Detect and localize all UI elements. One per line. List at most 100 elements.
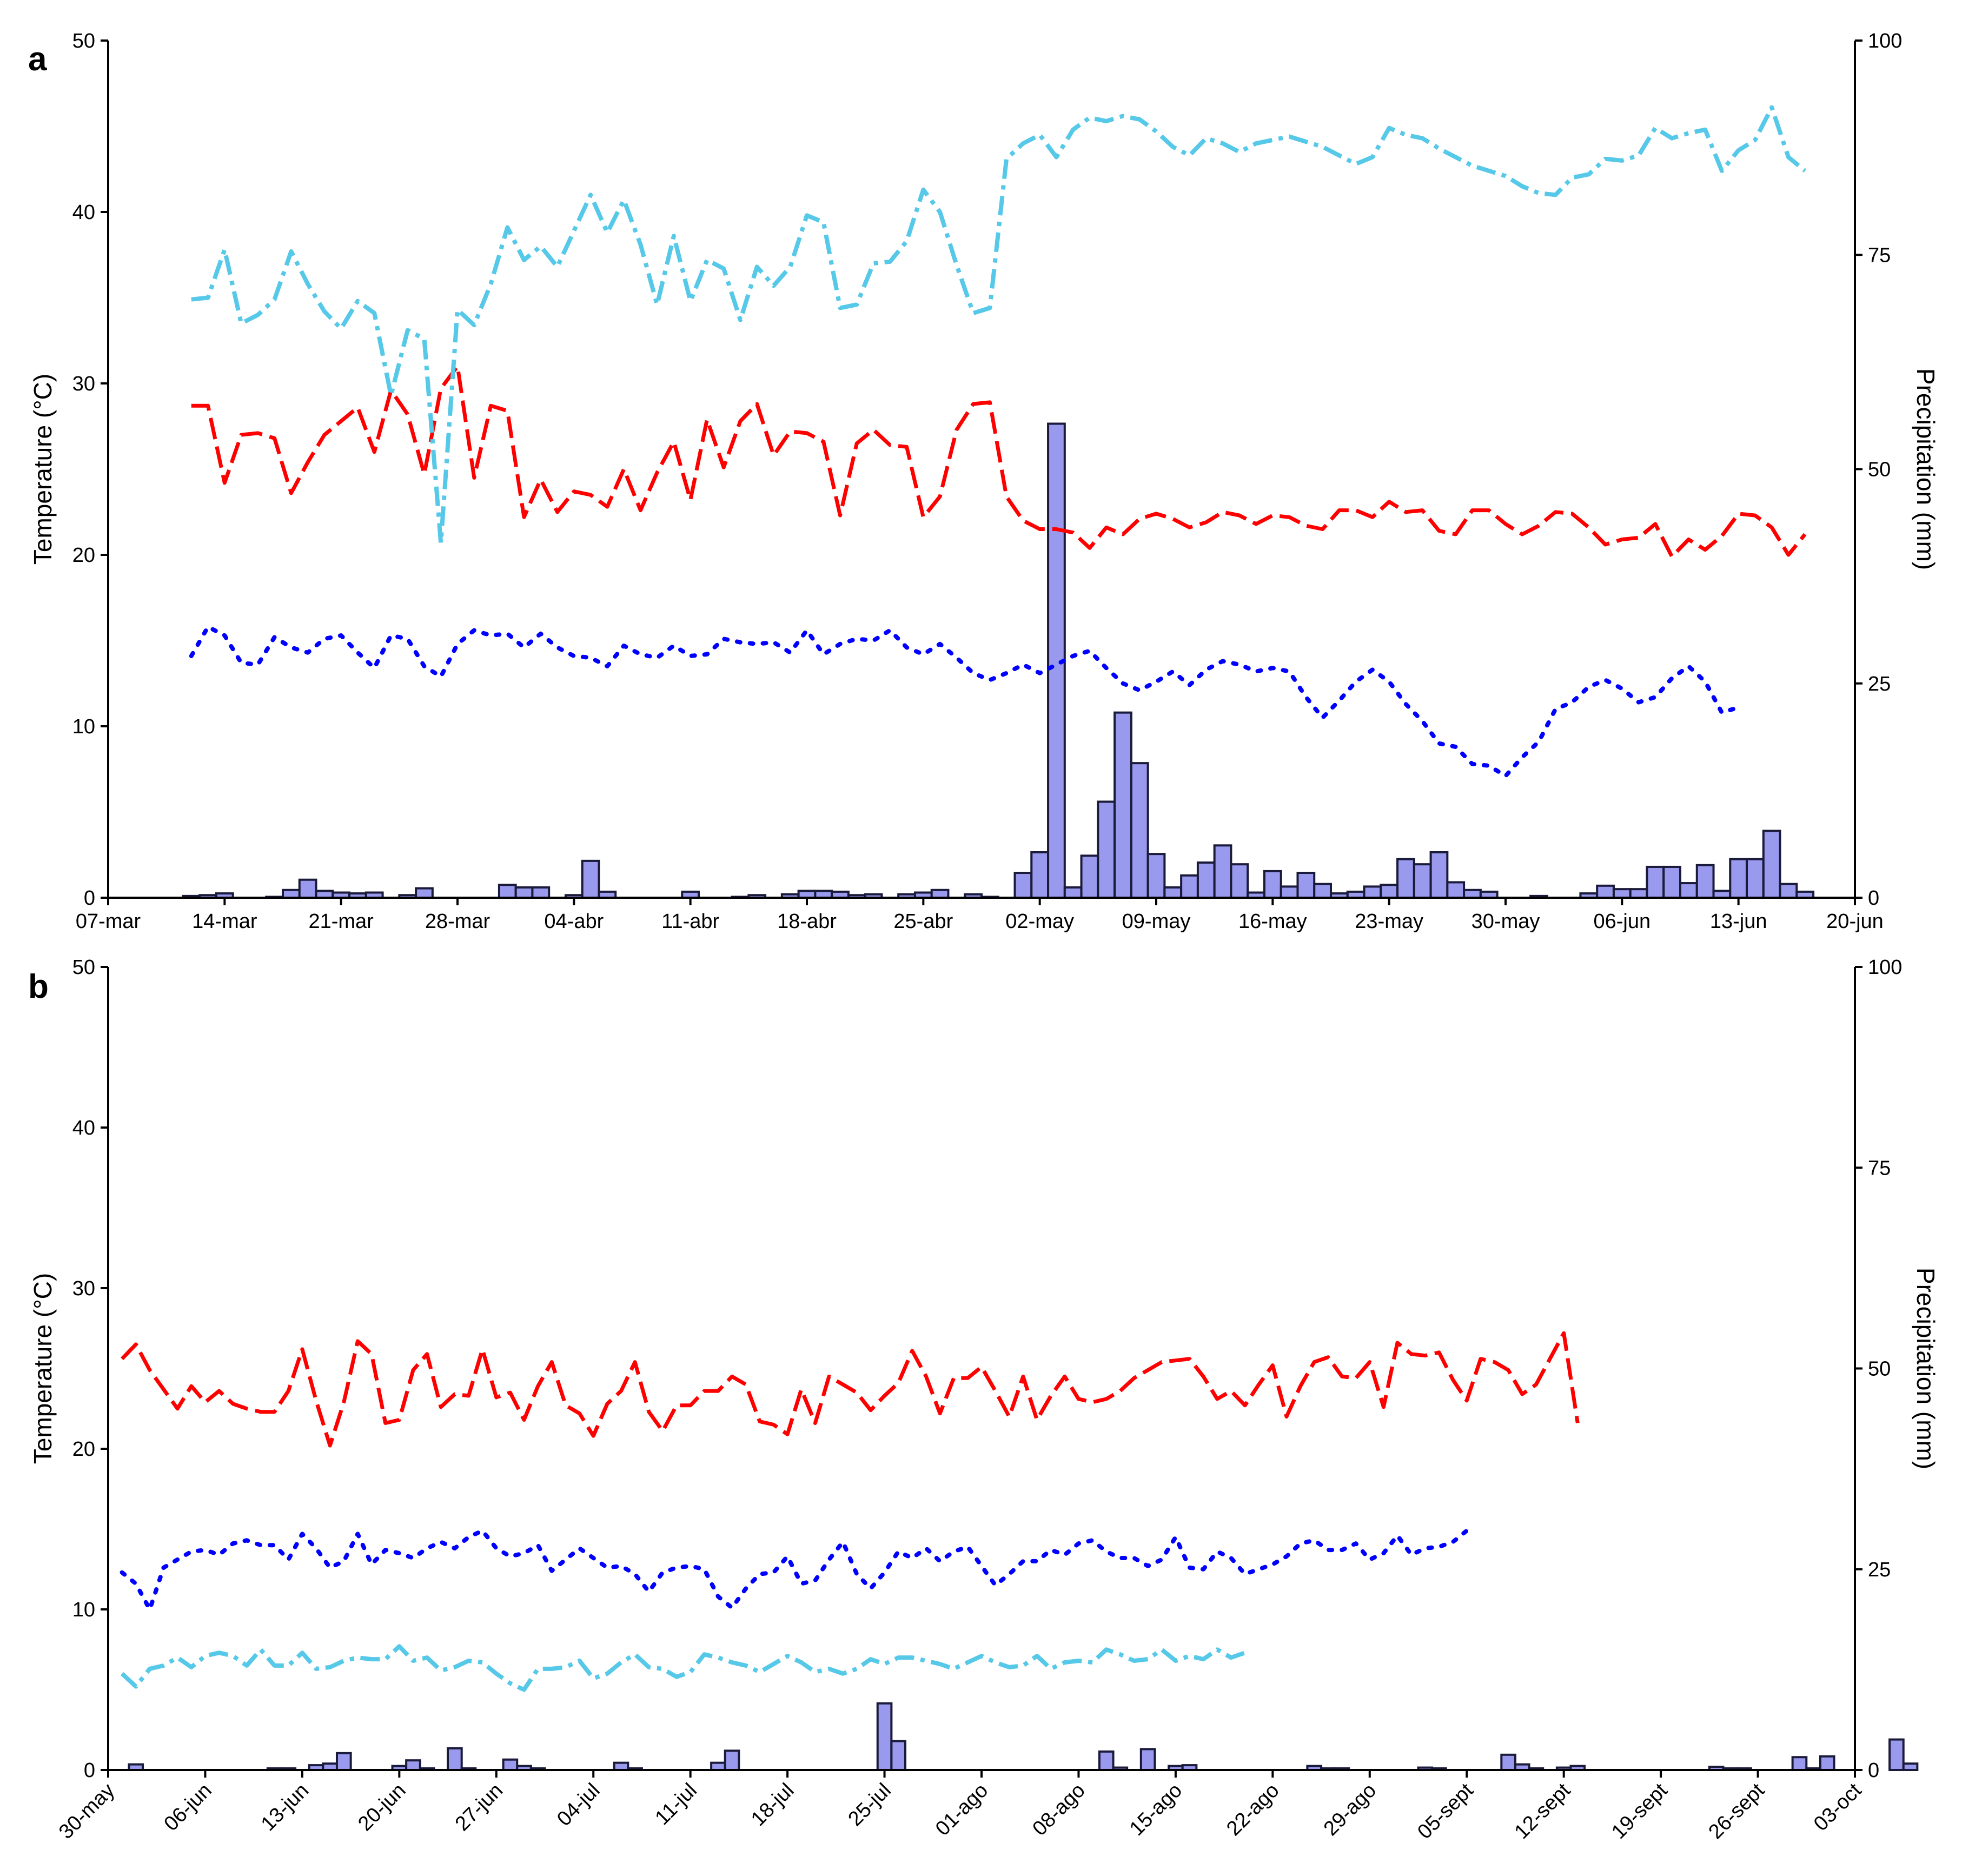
y-right-tick-label: 50: [1868, 1358, 1891, 1381]
precip-bar: [498, 884, 517, 899]
series-line-rh_or_other: [191, 105, 1807, 545]
panel-letter: b: [28, 968, 49, 1005]
y-right-tick-label: 25: [1868, 1559, 1891, 1581]
precip-bar: [1902, 1762, 1919, 1772]
x-tick-label: 06-jun: [1594, 910, 1651, 933]
precip-bar: [1612, 888, 1632, 899]
x-tick-label: 19-sept: [1607, 1779, 1672, 1844]
x-tick-label: 01-ago: [931, 1779, 992, 1840]
precip-bar: [876, 1702, 893, 1772]
x-tick-label: 18-jul: [747, 1779, 798, 1831]
precip-bar: [1363, 885, 1382, 899]
x-tick-label: 15-ago: [1125, 1779, 1187, 1840]
y-left-axis-title: Temperature (°C): [29, 374, 57, 565]
x-tick-label: 08-ago: [1028, 1779, 1089, 1840]
x-tick-label: 13-jun: [257, 1779, 313, 1835]
x-tick-label: 11-jul: [651, 1779, 701, 1829]
precip-bar: [1396, 858, 1415, 899]
precip-bar: [1500, 1753, 1516, 1771]
precip-bar: [1098, 1750, 1115, 1771]
x-tick-label: 06-jun: [160, 1779, 216, 1835]
precip-bar: [1888, 1738, 1905, 1772]
x-tick-label: 18-abr: [777, 910, 837, 933]
precip-bar: [581, 859, 600, 899]
precip-bar: [1463, 889, 1482, 899]
precip-bar: [1313, 883, 1332, 899]
precip-bar: [1779, 883, 1798, 899]
y-left-tick-label: 10: [72, 1599, 95, 1621]
precip-bar: [710, 1761, 726, 1772]
precip-bar: [405, 1759, 421, 1771]
x-tick-label: 05-sept: [1413, 1779, 1478, 1844]
precip-bar: [1380, 884, 1399, 899]
y-right-axis-title: Precipitation (mm): [1912, 1268, 1940, 1469]
precip-bar: [514, 886, 534, 899]
y-left-tick-label: 30: [72, 373, 95, 395]
x-tick-label: 22-ago: [1222, 1779, 1283, 1840]
y-left-tick-label: 0: [84, 1759, 95, 1782]
x-tick-label: 04-abr: [544, 910, 604, 933]
y-right-tick-label: 25: [1868, 673, 1891, 695]
precip-bar: [1646, 865, 1665, 899]
precip-bar: [1446, 881, 1466, 899]
precip-bar: [1097, 800, 1116, 899]
y-right-axis-title: Precipitation (mm): [1912, 368, 1940, 570]
panel-letter: a: [28, 41, 47, 78]
series-line-tmax: [121, 1331, 1580, 1448]
precip-bar: [613, 1761, 629, 1772]
precip-bar: [1139, 1748, 1156, 1771]
precip-bar: [1746, 858, 1765, 899]
precip-bar: [1429, 851, 1449, 899]
y-right-tick-label: 75: [1868, 244, 1891, 267]
precip-bar: [1413, 863, 1432, 899]
x-tick-label: 21-mar: [308, 910, 374, 933]
precip-bar: [890, 1740, 907, 1772]
y-right-tick-label: 75: [1868, 1157, 1891, 1179]
x-tick-label: 12-sept: [1510, 1779, 1575, 1844]
precip-bar: [1679, 882, 1698, 899]
y-left-tick-label: 50: [72, 30, 95, 52]
precip-bar: [1263, 870, 1282, 899]
y-right-tick-label: 0: [1868, 887, 1879, 910]
precip-bar: [1113, 711, 1132, 899]
precip-bar: [1080, 854, 1099, 899]
precip-bar: [1791, 1756, 1808, 1771]
x-tick-label: 29-ago: [1320, 1779, 1381, 1840]
x-tick-label: 20-jun: [354, 1779, 410, 1835]
precip-bar: [1213, 844, 1232, 899]
y-right-tick-label: 100: [1868, 30, 1902, 52]
x-tick-label: 25-jul: [844, 1779, 895, 1831]
x-tick-label: 04-jul: [553, 1779, 604, 1831]
precip-bar: [502, 1758, 519, 1772]
precip-bar: [1013, 872, 1033, 899]
x-tick-label: 20-jun: [1826, 910, 1884, 933]
precip-bar: [1230, 863, 1249, 899]
x-tick-label: 26-sept: [1705, 1779, 1769, 1844]
y-right-tick-label: 100: [1868, 956, 1902, 979]
y-left-tick-label: 40: [72, 201, 95, 224]
y-left-tick-label: 20: [72, 544, 95, 567]
y-left-tick-label: 40: [72, 1117, 95, 1139]
y-left-axis-title: Temperature (°C): [29, 1273, 57, 1464]
precip-bar: [1130, 762, 1149, 899]
x-tick-label: 14-mar: [192, 910, 257, 933]
series-line-tmin: [120, 1528, 1469, 1612]
x-tick-label: 11-abr: [661, 910, 719, 933]
precip-bar: [531, 886, 551, 899]
x-tick-label: 16-may: [1238, 910, 1307, 933]
x-tick-label: 09-may: [1122, 910, 1191, 933]
x-tick-label: 30-may: [55, 1779, 119, 1844]
x-tick-label: 23-may: [1355, 910, 1423, 933]
precip-bar: [1729, 858, 1748, 899]
precip-bar: [1163, 886, 1183, 899]
panel-b: 0 10 20 30 40 50 0 25 50 75 100 30-may 06-jun 13-jun 2…: [28, 956, 1940, 1844]
x-tick-label: 03-oct: [1809, 1779, 1866, 1835]
x-tick-label: 30-may: [1471, 910, 1540, 933]
y-left-tick-label: 30: [72, 1277, 95, 1300]
series-line-tmin: [189, 625, 1741, 778]
series-line-tmax: [191, 364, 1807, 559]
panel-a: 0 10 20 30 40 50 0 25 50 75 100 07-mar 14-mar 21-mar 2…: [28, 30, 1940, 933]
precip-bar: [930, 889, 950, 899]
